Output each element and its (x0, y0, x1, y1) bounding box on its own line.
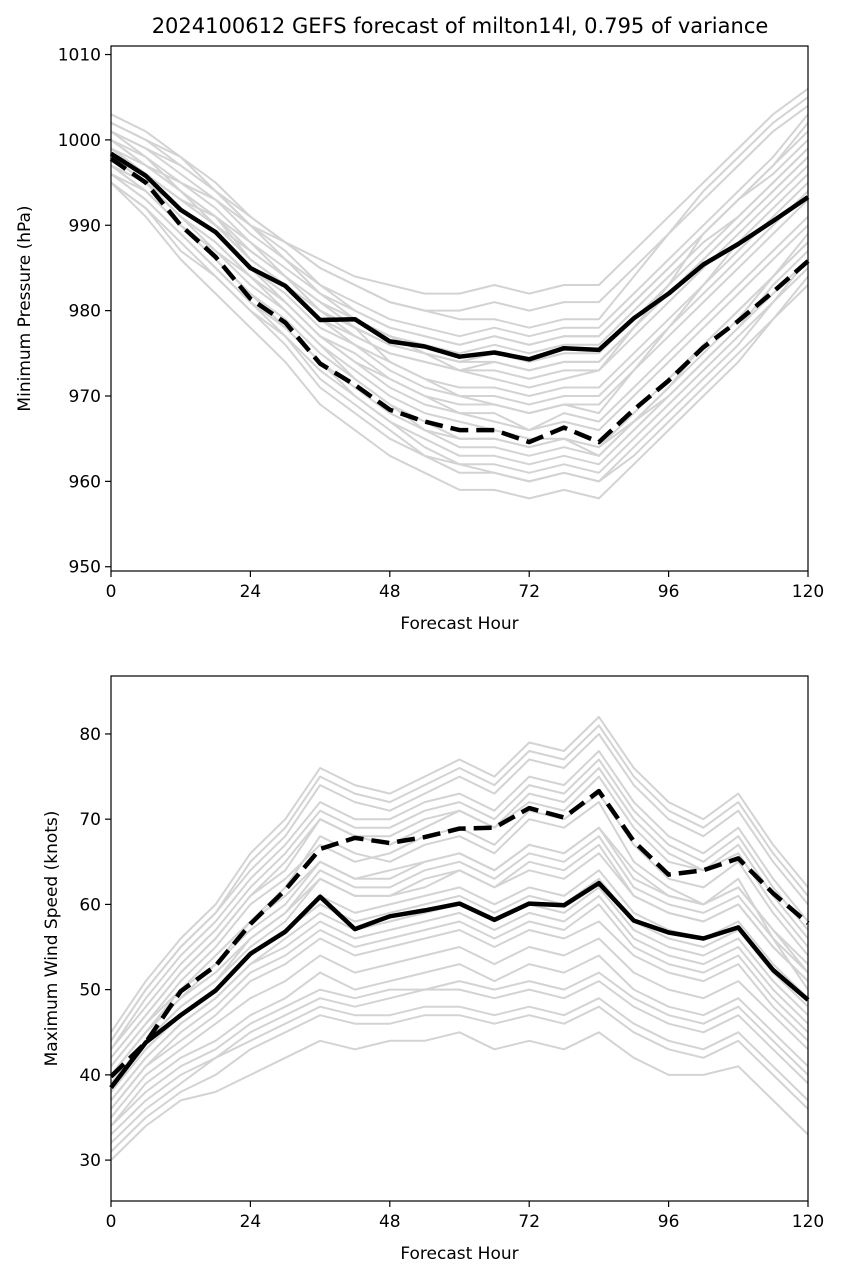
wind-member-line-26 (110, 954, 809, 1127)
wind-dashed-mean-line (109, 788, 810, 1079)
pressure-y-tick-label: 970 (69, 387, 101, 407)
pressure-member-line-18 (110, 139, 809, 346)
wind-plot-frame (110, 675, 809, 1202)
wind-x-axis-label: Forecast Hour (400, 1244, 518, 1264)
pressure-x-tick-label: 96 (658, 582, 680, 602)
wind-member-line-7 (110, 733, 809, 1042)
pressure-dashed-mean-line (109, 156, 810, 445)
pressure-x-tick-label: 24 (240, 582, 262, 602)
pressure-y-tick-label: 960 (69, 472, 101, 492)
pressure-member-line-25 (110, 164, 809, 415)
wind-member-line-24 (110, 894, 809, 1102)
wind-x-tick-label: 48 (379, 1212, 401, 1232)
pressure-panel: 0 24 48 72 96 120 950 960 970 980 990 1000 1010 For… (15, 45, 824, 634)
wind-member-line-23 (110, 750, 809, 1050)
wind-series-group (109, 715, 810, 1161)
pressure-member-line-21 (110, 173, 809, 449)
wind-member-line-11 (110, 758, 809, 1050)
wind-member-line-18 (110, 877, 809, 1093)
wind-member-line-16 (110, 997, 809, 1136)
pressure-member-line-7 (110, 96, 809, 329)
pressure-y-ticks: 950 960 970 980 990 1000 1010 (58, 46, 111, 578)
pressure-member-line-27 (110, 156, 809, 372)
wind-member-line-8 (110, 980, 809, 1144)
wind-member-line-22 (110, 1005, 809, 1153)
wind-member-line-12 (110, 1031, 809, 1161)
pressure-x-tick-label: 120 (792, 582, 824, 602)
wind-member-line-2 (110, 920, 809, 1110)
pressure-y-tick-label: 990 (69, 216, 101, 236)
pressure-y-tick-label: 980 (69, 302, 101, 322)
wind-member-line-14 (110, 937, 809, 1119)
wind-solid-mean-line (109, 880, 810, 1089)
pressure-series-group (109, 87, 810, 500)
wind-member-line-13 (110, 835, 809, 1076)
pressure-y-tick-label: 1000 (58, 131, 101, 151)
wind-y-tick-label: 50 (79, 981, 101, 1001)
pressure-plot-frame (110, 45, 809, 572)
wind-y-tick-label: 70 (79, 810, 101, 830)
chart-title: 2024100612 GEFS forecast of milton14l, 0… (152, 14, 769, 38)
pressure-y-tick-label: 950 (69, 558, 101, 578)
wind-y-tick-label: 80 (79, 725, 101, 745)
pressure-x-tick-label: 48 (379, 582, 401, 602)
pressure-member-line-19 (110, 156, 809, 406)
pressure-member-line-12 (110, 181, 809, 500)
wind-member-line-20 (110, 903, 809, 1110)
wind-y-axis-label: Maximum Wind Speed (knots) (42, 811, 62, 1067)
wind-y-tick-label: 60 (79, 895, 101, 915)
pressure-x-tick-label: 0 (106, 582, 117, 602)
pressure-y-axis-label: Minimum Pressure (hPa) (15, 205, 35, 411)
wind-member-line-19 (110, 775, 809, 1059)
wind-x-tick-label: 120 (792, 1212, 824, 1232)
wind-x-tick-label: 0 (106, 1212, 117, 1232)
wind-x-tick-label: 24 (240, 1212, 262, 1232)
wind-member-line-15 (110, 715, 809, 1033)
pressure-member-line-3 (110, 113, 809, 338)
wind-y-tick-label: 40 (79, 1066, 101, 1086)
wind-member-line-4 (110, 971, 809, 1127)
pressure-member-line-4 (110, 181, 809, 483)
wind-x-tick-label: 96 (658, 1212, 680, 1232)
pressure-x-ticks: 0 24 48 72 96 120 (106, 571, 824, 602)
pressure-member-line-23 (110, 181, 809, 483)
wind-y-tick-label: 30 (79, 1151, 101, 1171)
pressure-solid-mean-line (109, 151, 810, 362)
pressure-x-axis-label: Forecast Hour (400, 614, 518, 634)
wind-y-ticks: 30 40 50 60 70 80 (79, 725, 111, 1171)
wind-member-line-21 (110, 843, 809, 1085)
pressure-y-tick-label: 1010 (58, 46, 101, 66)
wind-member-line-25 (110, 826, 809, 1076)
wind-x-ticks: 0 24 48 72 96 120 (106, 1201, 824, 1232)
pressure-member-line-24 (110, 147, 809, 380)
wind-member-line-27 (110, 724, 809, 1042)
wind-member-line-10 (110, 886, 809, 1102)
pressure-member-line-22 (110, 104, 809, 312)
pressure-x-tick-label: 72 (518, 582, 540, 602)
wind-x-tick-label: 72 (518, 1212, 540, 1232)
pressure-member-line-13 (110, 87, 809, 295)
